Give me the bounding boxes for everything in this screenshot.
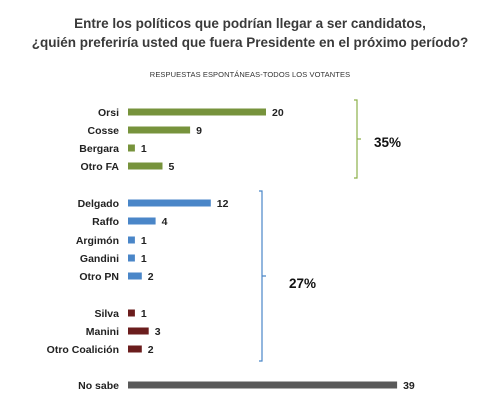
group-bracket xyxy=(259,190,266,362)
chart-title-line-2: ¿quién preferiría usted que fuera Presid… xyxy=(31,35,469,50)
bar xyxy=(128,236,135,244)
category-label: Raffo xyxy=(92,216,119,228)
data-label: 4 xyxy=(162,216,168,228)
chart-title-line-1: Entre los políticos que podrían llegar a… xyxy=(74,16,426,31)
group-total-label: 27% xyxy=(289,276,316,291)
data-label: 9 xyxy=(196,125,202,137)
bar xyxy=(128,162,163,170)
bar xyxy=(128,199,211,207)
data-label: 3 xyxy=(155,326,161,338)
bar xyxy=(128,254,135,262)
data-label: 1 xyxy=(141,253,147,265)
data-label: 2 xyxy=(148,344,154,356)
category-label: Argimón xyxy=(76,235,119,247)
bar xyxy=(128,217,156,225)
data-label: 39 xyxy=(403,380,415,392)
category-label: Otro FA xyxy=(81,161,120,173)
data-label: 12 xyxy=(217,198,229,210)
bar xyxy=(128,327,149,335)
group-bracket xyxy=(354,99,361,179)
bar xyxy=(128,272,142,280)
data-label: 5 xyxy=(169,161,175,173)
bar xyxy=(128,108,266,116)
data-label: 20 xyxy=(272,107,284,119)
category-label: Silva xyxy=(94,308,119,320)
category-label: Delgado xyxy=(78,198,119,210)
data-label: 2 xyxy=(148,271,154,283)
data-label: 1 xyxy=(141,143,147,155)
category-label: Otro Coalición xyxy=(47,344,119,356)
chart-subtitle: RESPUESTAS ESPONTÁNEAS-TODOS LOS VOTANTE… xyxy=(149,70,351,79)
bar xyxy=(128,144,135,152)
bar xyxy=(128,345,142,353)
category-label: Bergara xyxy=(79,143,119,155)
bar xyxy=(128,309,135,317)
category-label: Orsi xyxy=(98,107,119,119)
category-label: Gandini xyxy=(80,253,119,265)
category-label: Otro PN xyxy=(79,271,119,283)
group-total-label: 35% xyxy=(374,135,401,150)
category-label: Cosse xyxy=(87,125,119,137)
data-label: 1 xyxy=(141,308,147,320)
data-label: 1 xyxy=(141,235,147,247)
category-label: Manini xyxy=(86,326,119,338)
category-label: No sabe xyxy=(78,380,119,392)
bar xyxy=(128,126,191,134)
bar xyxy=(128,381,398,389)
chart-title: Entre los políticos que podrían llegar a… xyxy=(0,14,500,52)
